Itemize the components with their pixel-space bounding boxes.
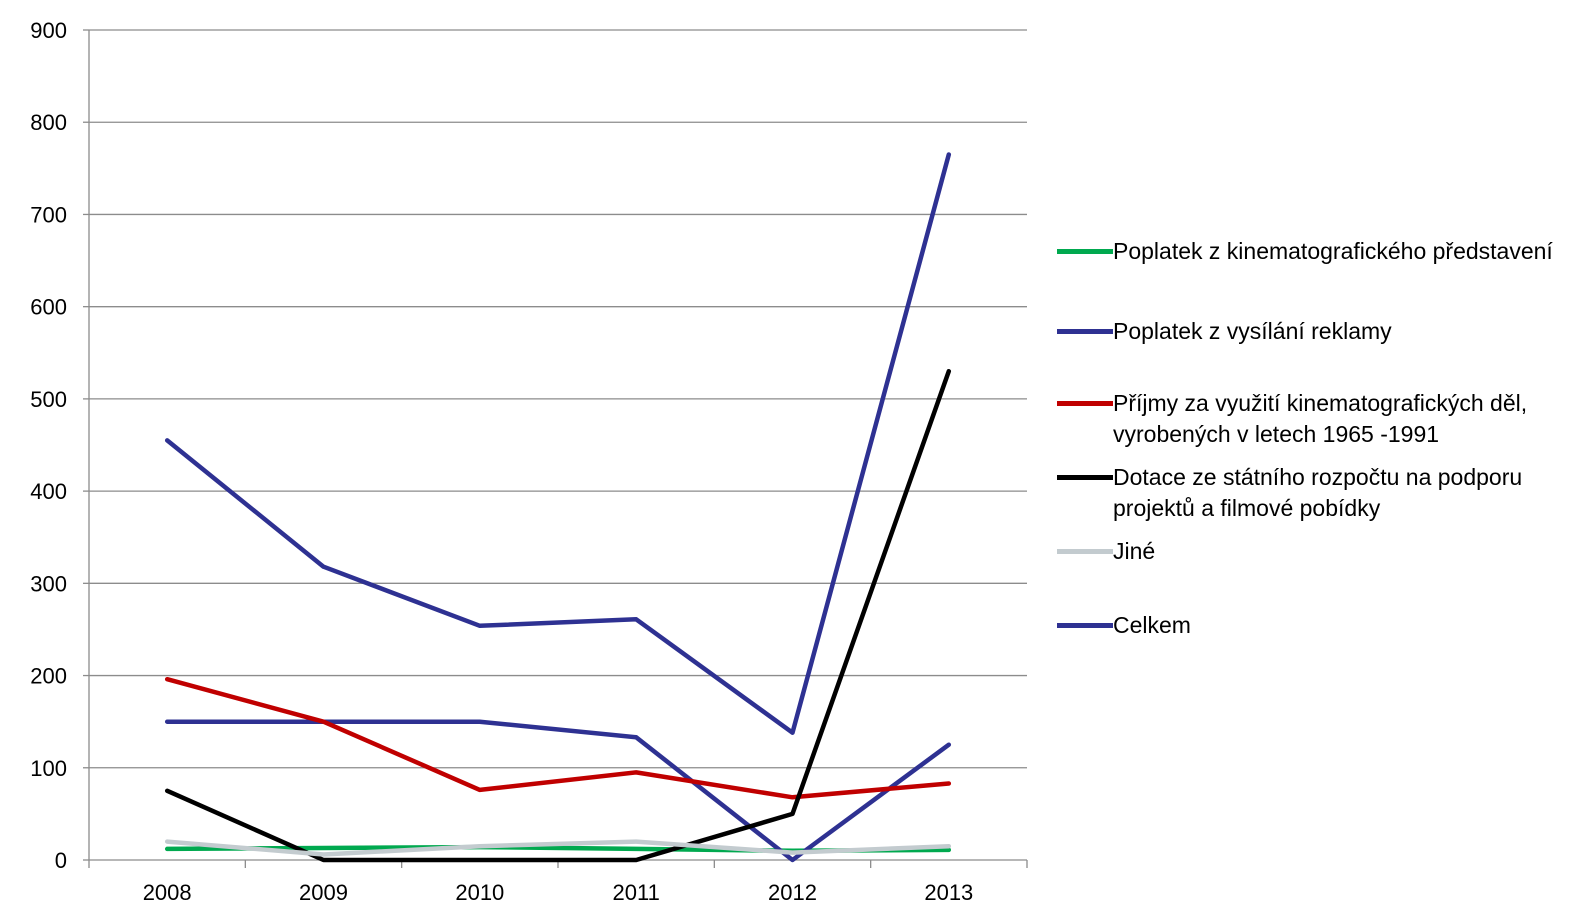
x-tick-label-2013: 2013 [924, 880, 973, 905]
legend-swatch-2 [1057, 401, 1113, 406]
series-lines [164, 152, 952, 863]
plot-background [0, 0, 1040, 908]
line-chart: 0 100 200 300 400 500 600 700 800 900 2008 2009 201… [0, 0, 1040, 908]
legend-label-0: Poplatek z kinematografického představen… [1113, 238, 1553, 264]
x-tick-label-2012: 2012 [768, 880, 817, 905]
series-line-3 [164, 368, 952, 863]
legend-item-5: Celkem [1057, 610, 1563, 641]
legend-item-1: Poplatek z vysílání reklamy [1057, 316, 1563, 347]
legend-label-4: Jiné [1113, 538, 1156, 564]
legend-item-0: Poplatek z kinematografického představen… [1057, 236, 1563, 267]
series-line-5 [164, 152, 952, 735]
series-line-2 [164, 676, 952, 800]
y-tick-label-200: 200 [30, 664, 67, 689]
x-tick-label-2010: 2010 [455, 880, 504, 905]
series-line-1 [164, 719, 952, 863]
gridlines [89, 29, 1027, 769]
legend-swatch-4 [1057, 549, 1113, 554]
y-tick-label-600: 600 [30, 295, 67, 320]
legend-background [1040, 0, 1577, 908]
y-tick-label-700: 700 [30, 202, 67, 227]
legend-swatch-1 [1057, 329, 1113, 334]
legend-label-5: Celkem [1113, 612, 1191, 638]
y-tick-label-300: 300 [30, 571, 67, 596]
x-tick-label-2008: 2008 [143, 880, 192, 905]
y-tick-label-500: 500 [30, 387, 67, 412]
y-axis-ticks: 0 100 200 300 400 500 600 700 800 900 [30, 18, 89, 873]
x-tick-label-2011: 2011 [613, 880, 660, 905]
legend-label-3: Dotace ze státního rozpočtu na podporu p… [1113, 464, 1523, 521]
legend-swatch-3 [1057, 475, 1113, 480]
y-tick-label-0: 0 [55, 848, 67, 873]
y-tick-label-100: 100 [30, 756, 67, 781]
legend-item-4: Jiné [1057, 536, 1563, 567]
x-tick-label-2009: 2009 [299, 880, 348, 905]
legend-swatch-0 [1057, 249, 1113, 254]
y-tick-label-800: 800 [30, 110, 67, 135]
legend-label-2: Příjmy za využití kinematografických děl… [1113, 390, 1528, 447]
legend-swatch-5 [1057, 623, 1113, 628]
x-axis-ticks: 2008 2009 2010 2011 2012 2013 [88, 860, 1028, 905]
y-tick-label-400: 400 [30, 479, 67, 504]
legend-label-1: Poplatek z vysílání reklamy [1113, 318, 1392, 344]
y-tick-label-900: 900 [30, 18, 67, 43]
legend-item-3: Dotace ze státního rozpočtu na podporu p… [1057, 462, 1563, 524]
series-line-4 [164, 839, 952, 857]
legend-item-2: Příjmy za využití kinematografických děl… [1057, 388, 1563, 450]
